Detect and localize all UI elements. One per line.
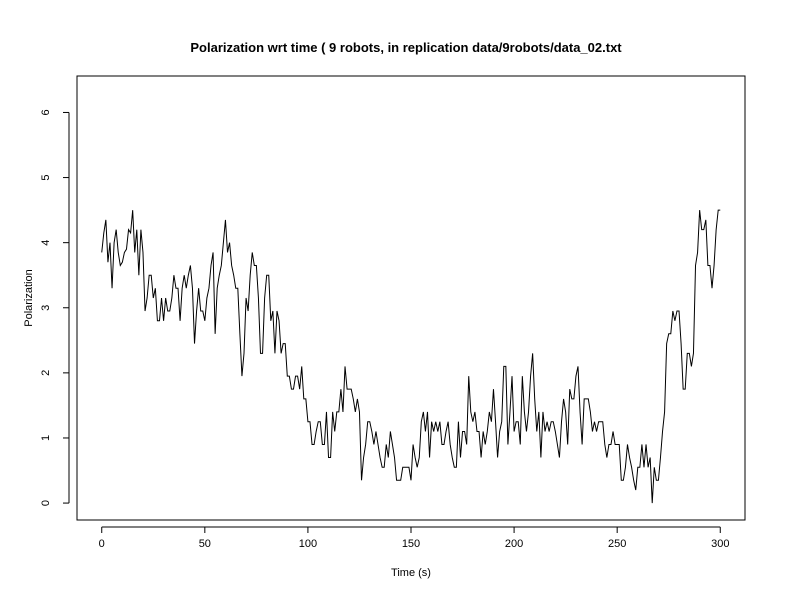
plot-frame — [76, 75, 746, 521]
y-axis-label: Polarization — [23, 269, 35, 326]
y-tick-label: 0 — [40, 500, 52, 506]
x-tick-label: 100 — [299, 538, 317, 550]
x-axis-label: Time (s) — [391, 567, 431, 579]
x-tick-label: 200 — [505, 538, 523, 550]
y-tick-label: 1 — [40, 435, 52, 441]
y-tick-label: 4 — [40, 240, 52, 246]
x-tick-label: 250 — [608, 538, 626, 550]
series-line-polarization — [101, 209, 721, 504]
x-axis: 0 50 100 150 200 250 300 — [99, 526, 729, 550]
x-tick-label: 300 — [711, 538, 729, 550]
y-tick-label: 3 — [40, 305, 52, 311]
y-tick-label: 2 — [40, 370, 52, 376]
y-axis: 0 1 2 3 4 5 6 — [40, 109, 70, 506]
y-tick-label: 6 — [40, 109, 52, 115]
x-tick-label: 50 — [199, 538, 211, 550]
x-tick-label: 0 — [99, 538, 105, 550]
y-tick-label: 5 — [40, 174, 52, 180]
chart-title: Polarization wrt time ( 9 robots, in rep… — [190, 40, 622, 55]
x-tick-label: 150 — [402, 538, 420, 550]
